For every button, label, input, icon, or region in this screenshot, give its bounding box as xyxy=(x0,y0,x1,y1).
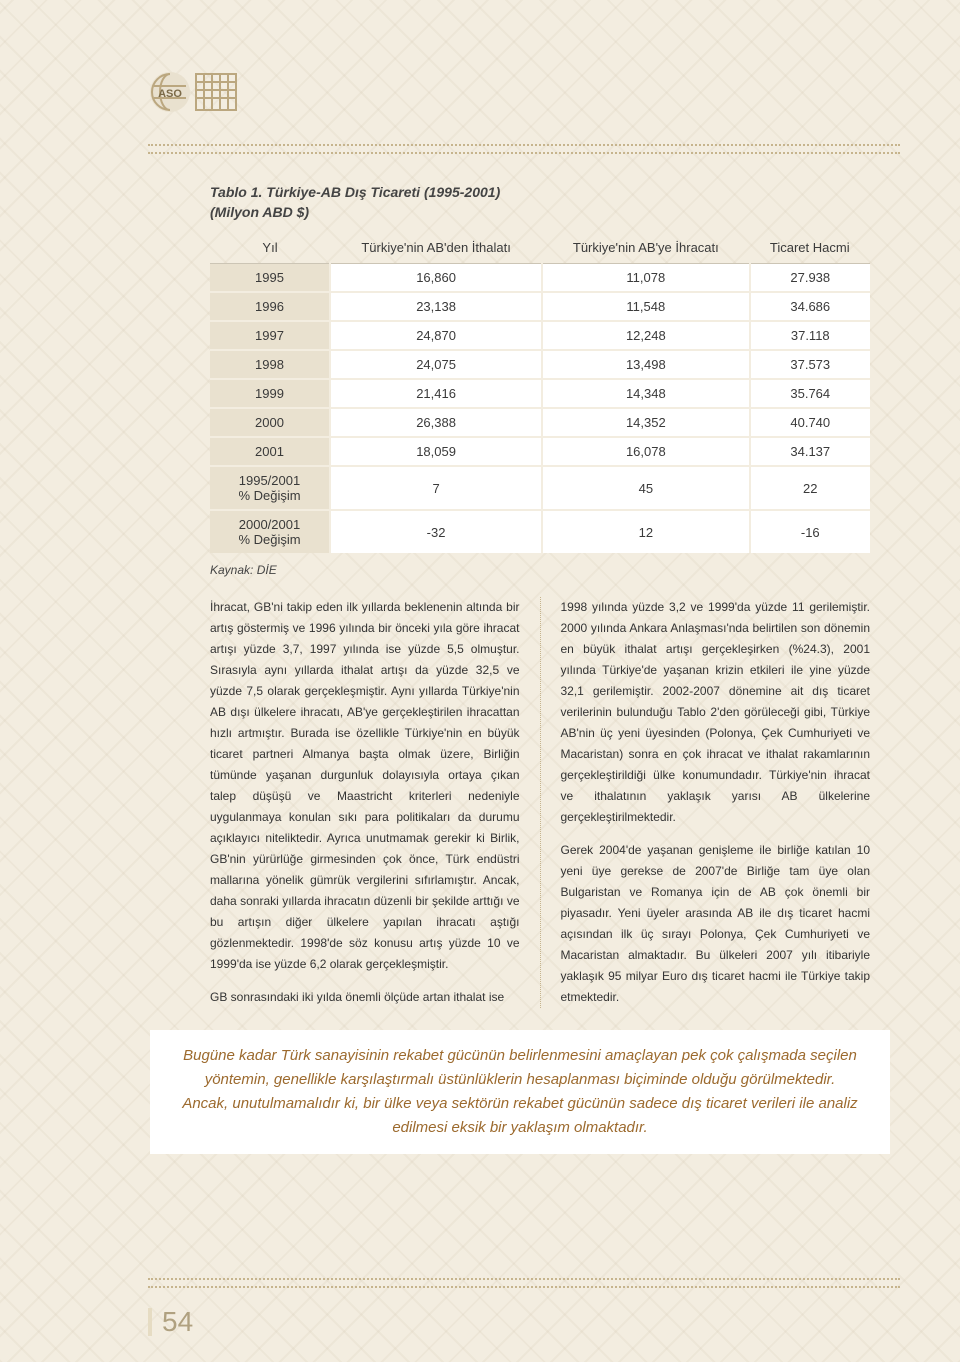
value-cell: 34.686 xyxy=(750,292,870,321)
year-cell: 1997 xyxy=(210,321,330,350)
value-cell: 37.573 xyxy=(750,350,870,379)
value-cell: 23,138 xyxy=(330,292,542,321)
value-cell: 16,860 xyxy=(330,264,542,293)
value-cell: 13,498 xyxy=(542,350,749,379)
value-cell: -32 xyxy=(330,510,542,553)
table-row: 199921,41614,34835.764 xyxy=(210,379,870,408)
paragraph: İhracat, GB'ni takip eden ilk yıllarda b… xyxy=(210,597,520,975)
value-cell: 11,548 xyxy=(542,292,749,321)
year-cell: 1995 xyxy=(210,264,330,293)
value-cell: 16,078 xyxy=(542,437,749,466)
value-cell: 34.137 xyxy=(750,437,870,466)
value-cell: 24,075 xyxy=(330,350,542,379)
value-cell: 7 xyxy=(330,466,542,510)
table-subtitle: (Milyon ABD $) xyxy=(210,204,870,220)
table-row: 199824,07513,49837.573 xyxy=(210,350,870,379)
col-header: Ticaret Hacmi xyxy=(750,232,870,264)
right-column: 1998 yılında yüzde 3,2 ve 1999'da yüzde … xyxy=(540,597,871,1008)
pull-quote: Bugüne kadar Türk sanayisinin rekabet gü… xyxy=(150,1030,890,1154)
value-cell: 14,348 xyxy=(542,379,749,408)
brand-logo: ASO xyxy=(148,62,244,122)
page-content: Tablo 1. Türkiye-AB Dış Ticareti (1995-2… xyxy=(210,184,870,1154)
svg-text:ASO: ASO xyxy=(158,88,182,100)
year-cell: 2000 xyxy=(210,408,330,437)
left-column: İhracat, GB'ni takip eden ilk yıllarda b… xyxy=(210,597,520,1008)
year-cell: 1999 xyxy=(210,379,330,408)
paragraph: 1998 yılında yüzde 3,2 ve 1999'da yüzde … xyxy=(561,597,871,828)
value-cell: 21,416 xyxy=(330,379,542,408)
year-cell: 1996 xyxy=(210,292,330,321)
value-cell: 35.764 xyxy=(750,379,870,408)
divider-top xyxy=(148,144,900,154)
value-cell: 18,059 xyxy=(330,437,542,466)
table-row: 1995/2001 % Değişim74522 xyxy=(210,466,870,510)
col-header: Türkiye'nin AB'ye İhracatı xyxy=(542,232,749,264)
value-cell: 37.118 xyxy=(750,321,870,350)
value-cell: 24,870 xyxy=(330,321,542,350)
value-cell: 26,388 xyxy=(330,408,542,437)
table-row: 200118,05916,07834.137 xyxy=(210,437,870,466)
value-cell: 12,248 xyxy=(542,321,749,350)
value-cell: 11,078 xyxy=(542,264,749,293)
value-cell: 27.938 xyxy=(750,264,870,293)
table-row: 199516,86011,07827.938 xyxy=(210,264,870,293)
year-cell: 1998 xyxy=(210,350,330,379)
year-cell: 2000/2001 % Değişim xyxy=(210,510,330,553)
table-row: 200026,38814,35240.740 xyxy=(210,408,870,437)
table-row: 2000/2001 % Değişim-3212-16 xyxy=(210,510,870,553)
divider-bottom xyxy=(148,1278,900,1288)
table-source: Kaynak: DİE xyxy=(210,563,870,577)
value-cell: 12 xyxy=(542,510,749,553)
body-columns: İhracat, GB'ni takip eden ilk yıllarda b… xyxy=(210,597,870,1008)
value-cell: -16 xyxy=(750,510,870,553)
col-header: Yıl xyxy=(210,232,330,264)
year-cell: 2001 xyxy=(210,437,330,466)
value-cell: 45 xyxy=(542,466,749,510)
year-cell: 1995/2001 % Değişim xyxy=(210,466,330,510)
trade-table: Yıl Türkiye'nin AB'den İthalatı Türkiye'… xyxy=(210,232,870,553)
page-number: 54 xyxy=(148,1308,193,1336)
value-cell: 14,352 xyxy=(542,408,749,437)
table-title: Tablo 1. Türkiye-AB Dış Ticareti (1995-2… xyxy=(210,184,870,200)
paragraph: GB sonrasındaki iki yılda önemli ölçüde … xyxy=(210,987,520,1008)
value-cell: 22 xyxy=(750,466,870,510)
table-row: 199724,87012,24837.118 xyxy=(210,321,870,350)
col-header: Türkiye'nin AB'den İthalatı xyxy=(330,232,542,264)
paragraph: Gerek 2004'de yaşanan genişleme ile birl… xyxy=(561,840,871,1008)
value-cell: 40.740 xyxy=(750,408,870,437)
table-row: 199623,13811,54834.686 xyxy=(210,292,870,321)
